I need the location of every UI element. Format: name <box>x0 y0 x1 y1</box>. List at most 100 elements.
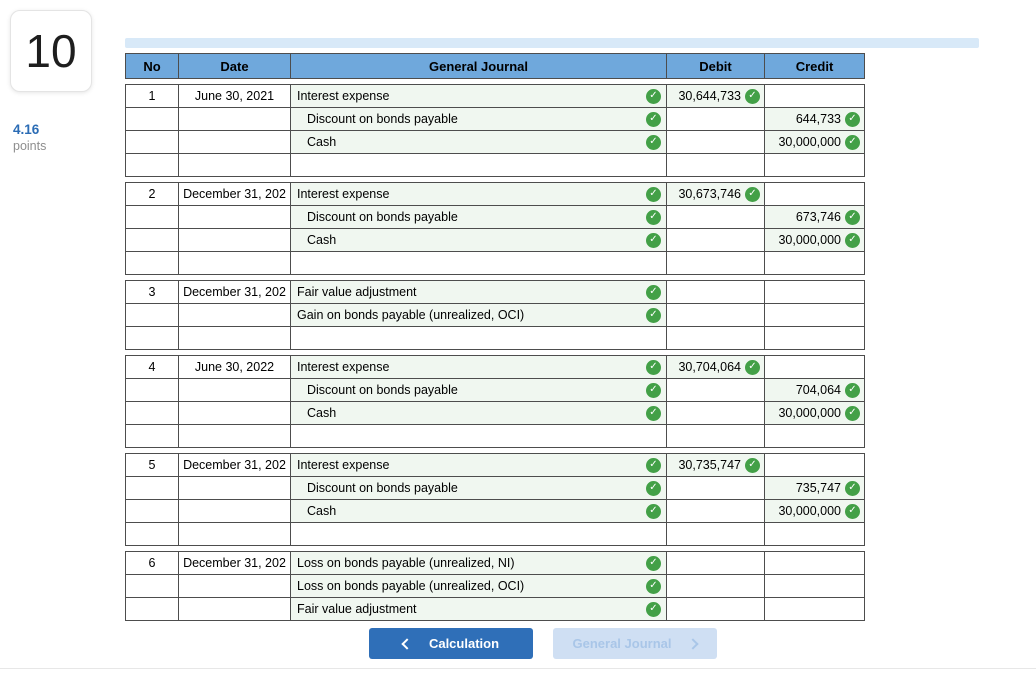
entry-date-cell <box>178 597 291 621</box>
blank-cell <box>290 424 667 448</box>
account-title: Cash <box>307 504 337 518</box>
debit-cell <box>666 228 765 252</box>
credit-amount: 644,733 <box>795 112 841 126</box>
account-cell: Interest expense ✓ <box>290 84 667 108</box>
check-icon: ✓ <box>745 88 760 104</box>
entry-no-cell: 6 <box>125 551 179 575</box>
debit-cell <box>666 303 765 327</box>
credit-cell <box>764 597 865 621</box>
account-cell: Cash ✓ <box>290 228 667 252</box>
entry-no-cell <box>125 228 179 252</box>
points-label: points <box>13 138 47 153</box>
credit-cell <box>764 453 865 477</box>
blank-cell <box>178 522 291 546</box>
column-header-debit: Debit <box>666 53 765 79</box>
credit-cell: 30,000,000 ✓ <box>764 130 865 154</box>
credit-amount: 30,000,000 <box>778 504 841 518</box>
question-number: 10 <box>25 25 77 77</box>
blank-cell <box>178 326 291 350</box>
journal-header-row: No Date General Journal Debit Credit <box>125 53 865 79</box>
entry-no-cell <box>125 303 179 327</box>
debit-cell <box>666 476 765 500</box>
account-cell: Loss on bonds payable (unrealized, OCI) ✓ <box>290 574 667 598</box>
journal-entry-row: Cash ✓ 30,000,000 ✓ <box>125 228 865 252</box>
blank-cell <box>125 424 179 448</box>
blank-spacer-row <box>125 251 865 275</box>
chevron-left-icon <box>401 637 413 650</box>
credit-amount: 735,747 <box>795 481 841 495</box>
credit-amount: 30,000,000 <box>778 406 841 420</box>
credit-cell: 673,746 ✓ <box>764 205 865 229</box>
journal-entry-row: Loss on bonds payable (unrealized, OCI) ✓ <box>125 574 865 598</box>
journal-entry-row: 1 June 30, 2021 Interest expense ✓ 30,644,73… <box>125 84 865 108</box>
account-cell: Discount on bonds payable ✓ <box>290 107 667 131</box>
debit-cell <box>666 280 765 304</box>
journal-entry-row: Cash ✓ 30,000,000 ✓ <box>125 499 865 523</box>
entry-no-cell: 5 <box>125 453 179 477</box>
check-icon: ✓ <box>646 88 661 104</box>
account-title: Interest expense <box>297 458 390 472</box>
account-cell: Interest expense ✓ <box>290 182 667 206</box>
nav-buttons: Calculation General Journal <box>369 628 717 659</box>
check-icon: ✓ <box>646 209 661 225</box>
journal-entry-row: Fair value adjustment ✓ <box>125 597 865 621</box>
page-divider <box>0 668 1036 669</box>
calculation-button-label: Calculation <box>428 636 500 651</box>
entry-no-cell <box>125 378 179 402</box>
points-block: 4.16 points <box>13 122 46 155</box>
debit-cell: 30,704,064 ✓ <box>666 355 765 379</box>
credit-cell: 735,747 ✓ <box>764 476 865 500</box>
blank-cell <box>666 424 765 448</box>
account-title: Interest expense <box>297 89 390 103</box>
entry-date-cell: December 31, 202 <box>178 280 291 304</box>
entry-no-cell: 4 <box>125 355 179 379</box>
credit-cell <box>764 574 865 598</box>
check-icon: ✓ <box>646 186 661 202</box>
account-title: Fair value adjustment <box>297 602 417 616</box>
account-title: Interest expense <box>297 360 390 374</box>
debit-cell: 30,673,746 ✓ <box>666 182 765 206</box>
credit-cell <box>764 303 865 327</box>
account-cell: Cash ✓ <box>290 499 667 523</box>
credit-cell: 644,733 ✓ <box>764 107 865 131</box>
entry-no-cell <box>125 205 179 229</box>
general-journal-button[interactable]: General Journal <box>553 628 717 659</box>
check-icon: ✓ <box>745 186 760 202</box>
account-title: Loss on bonds payable (unrealized, NI) <box>297 556 515 570</box>
check-icon: ✓ <box>646 503 661 519</box>
blank-cell <box>178 251 291 275</box>
journal-entry-row: Discount on bonds payable ✓ 735,747 ✓ <box>125 476 865 500</box>
blank-cell <box>764 424 865 448</box>
journal-entry-row: Discount on bonds payable ✓ 644,733 ✓ <box>125 107 865 131</box>
account-cell: Gain on bonds payable (unrealized, OCI) ✓ <box>290 303 667 327</box>
entry-date-cell <box>178 228 291 252</box>
calculation-button[interactable]: Calculation <box>369 628 533 659</box>
blank-spacer-row <box>125 522 865 546</box>
horizontal-scrollbar[interactable] <box>125 38 979 48</box>
entry-date-cell <box>178 130 291 154</box>
credit-cell <box>764 182 865 206</box>
chevron-right-icon <box>687 637 700 650</box>
journal-entry-row: 6 December 31, 202 Loss on bonds payable (… <box>125 551 865 575</box>
entry-no-cell <box>125 401 179 425</box>
debit-amount: 30,644,733 <box>678 89 741 103</box>
account-title: Discount on bonds payable <box>307 112 458 126</box>
check-icon: ✓ <box>646 359 661 375</box>
credit-amount: 30,000,000 <box>778 233 841 247</box>
blank-spacer-row <box>125 153 865 177</box>
entry-no-cell <box>125 597 179 621</box>
account-cell: Loss on bonds payable (unrealized, NI) ✓ <box>290 551 667 575</box>
debit-amount: 30,673,746 <box>678 187 741 201</box>
blank-cell <box>125 326 179 350</box>
entry-no-cell: 3 <box>125 280 179 304</box>
blank-cell <box>290 251 667 275</box>
debit-cell <box>666 499 765 523</box>
account-title: Cash <box>307 135 337 149</box>
credit-amount: 704,064 <box>795 383 841 397</box>
check-icon: ✓ <box>646 601 661 617</box>
journal-entry-block: 6 December 31, 202 Loss on bonds payable (… <box>125 551 865 621</box>
column-header-credit: Credit <box>764 53 865 79</box>
question-number-card: 10 <box>10 10 92 92</box>
debit-cell <box>666 574 765 598</box>
entry-date-cell: December 31, 202 <box>178 182 291 206</box>
